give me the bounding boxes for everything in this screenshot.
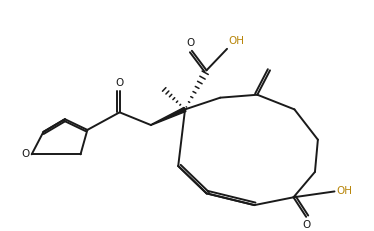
Polygon shape [151,107,186,125]
Text: O: O [187,38,195,48]
Text: O: O [116,78,124,88]
Text: O: O [302,220,310,230]
Text: OH: OH [228,36,244,46]
Text: O: O [22,149,30,159]
Text: OH: OH [337,186,352,196]
